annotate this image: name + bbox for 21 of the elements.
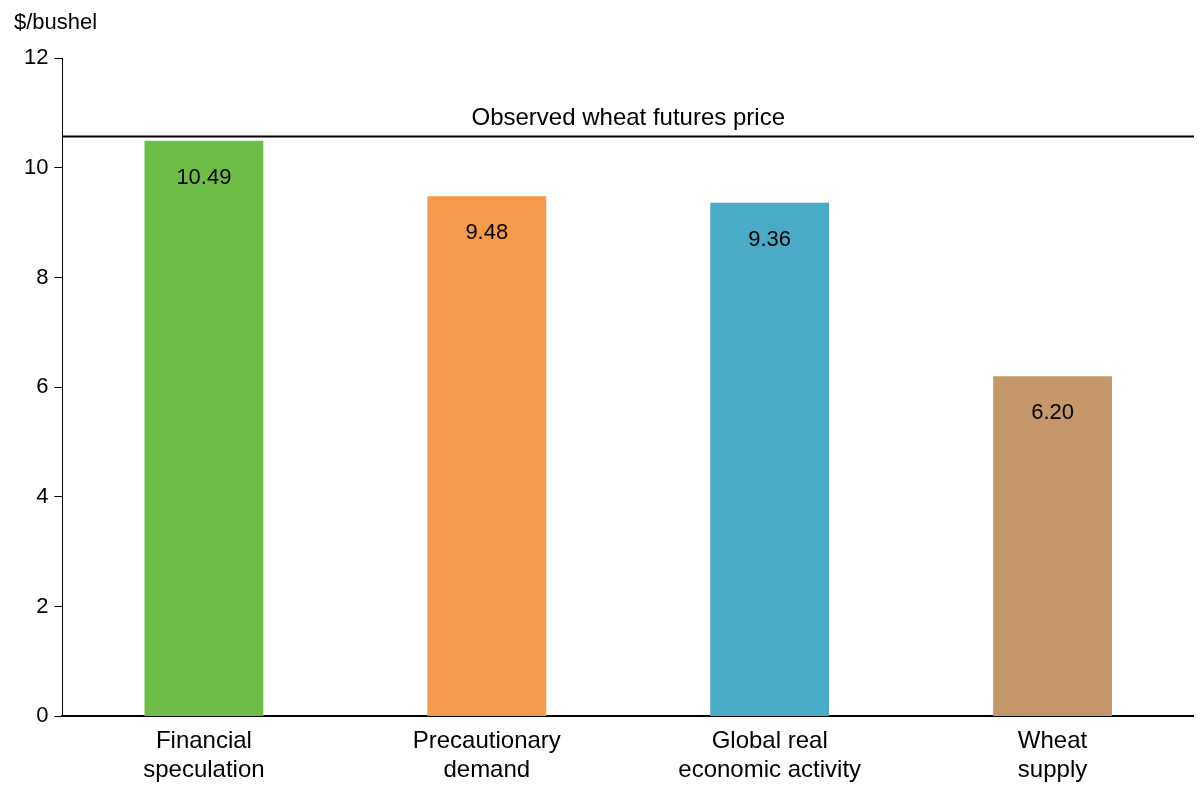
y-tick-label: 8 (36, 263, 49, 289)
bar (710, 202, 830, 716)
y-tick-label: 2 (36, 592, 49, 618)
x-tick-label: Precautionary demand (412, 726, 561, 783)
y-axis-title: $/bushel (14, 9, 98, 35)
data-label: 9.36 (748, 225, 792, 251)
bar (993, 376, 1112, 716)
bar (427, 196, 547, 716)
bar (144, 140, 264, 716)
y-tick-label: 12 (23, 44, 49, 70)
y-tick-label: 4 (36, 483, 49, 508)
data-label: 9.48 (465, 219, 509, 245)
ref-line-label: Observed wheat futures price (471, 103, 785, 131)
x-tick-label: Financial speculation (143, 726, 265, 783)
x-tick-label: Wheat supply (1017, 726, 1088, 783)
y-tick-label: 0 (36, 702, 49, 728)
data-label: 6.20 (1031, 399, 1074, 425)
data-label: 10.49 (176, 163, 232, 189)
y-tick-label: 10 (23, 153, 49, 179)
y-tick-label: 6 (36, 373, 49, 399)
x-tick-label: Global real economic activity (678, 726, 862, 783)
